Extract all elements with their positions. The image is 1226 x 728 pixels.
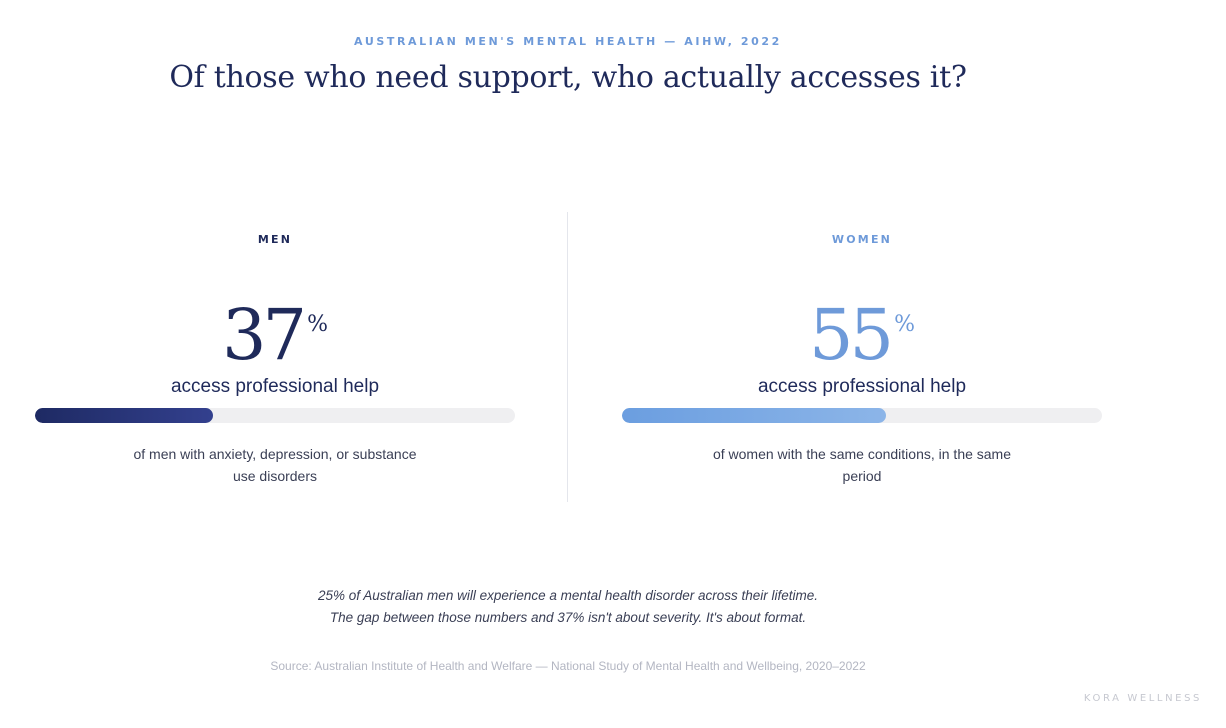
source-citation: Source: Australian Institute of Health a… bbox=[270, 659, 866, 673]
men-stat-caption: access professional help bbox=[170, 376, 380, 397]
footnote-line-2: The gap between those numbers and 37% is… bbox=[329, 610, 807, 625]
women-stat-number: 55 bbox=[809, 294, 894, 376]
men-stat-unit: % bbox=[307, 312, 328, 337]
footnote-line-1: 25% of Australian men will experience a … bbox=[318, 588, 818, 603]
page-title: Of those who need support, who actually … bbox=[169, 60, 967, 95]
women-stat: 55 % bbox=[622, 296, 1102, 374]
men-panel: MEN 37 % access professional help of men… bbox=[35, 230, 515, 487]
panel-divider bbox=[567, 212, 568, 502]
men-stat-number: 37 bbox=[222, 294, 307, 376]
women-progress-fill bbox=[622, 408, 886, 423]
footnote: 25% of Australian men will experience a … bbox=[0, 585, 1136, 629]
brand-wordmark: KORA WELLNESS bbox=[1083, 693, 1202, 704]
men-progress-fill bbox=[35, 408, 213, 423]
women-progress-track bbox=[622, 408, 1102, 423]
eyebrow-label: AUSTRALIAN MEN'S MENTAL HEALTH — AIHW, 2… bbox=[354, 35, 782, 48]
men-detail: of men with anxiety, depression, or subs… bbox=[133, 446, 417, 484]
women-stat-caption: access professional help bbox=[757, 376, 967, 397]
women-label: WOMEN bbox=[831, 233, 893, 246]
men-stat: 37 % bbox=[35, 296, 515, 374]
women-detail: of women with the same conditions, in th… bbox=[712, 446, 1012, 484]
men-progress-track bbox=[35, 408, 515, 423]
women-stat-unit: % bbox=[894, 312, 915, 337]
men-label: MEN bbox=[257, 233, 293, 246]
women-panel: WOMEN 55 % access professional help of w… bbox=[622, 230, 1102, 487]
